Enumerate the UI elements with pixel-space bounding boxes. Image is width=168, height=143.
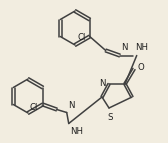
Text: N: N [121,42,127,51]
Text: Cl: Cl [78,33,86,42]
Text: N: N [68,101,74,110]
Text: S: S [107,113,113,122]
Text: O: O [137,62,144,72]
Text: NH: NH [135,43,148,52]
Text: N: N [99,79,106,88]
Text: Cl: Cl [30,103,38,112]
Text: NH: NH [70,127,83,136]
